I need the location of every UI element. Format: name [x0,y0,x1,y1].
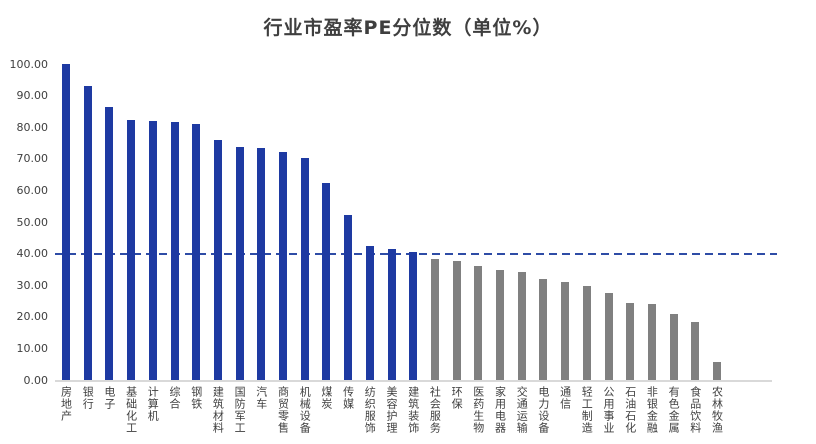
bar [148,120,157,380]
x-axis-label: 基础化工 [124,386,138,434]
bar [300,158,309,380]
x-axis-label: 传媒 [341,386,355,410]
x-axis-label: 环保 [450,386,464,410]
chart-title: 行业市盈率PE分位数（单位%） [263,17,553,39]
bar [669,313,678,380]
bar [561,282,570,380]
x-axis-label: 机械设备 [298,386,312,434]
bar [496,269,504,380]
x-axis-label: 轻工制造 [580,386,594,434]
x-axis-label: 建筑材料 [211,386,225,434]
bar [713,361,721,380]
bar [647,303,656,380]
x-axis-label: 综合 [168,386,181,410]
bar [365,245,374,380]
x-axis-label: 家用电器 [493,386,507,434]
y-axis-tick-label: 100.00 [9,57,49,71]
bar [539,278,548,380]
bar [604,293,613,380]
bar [257,148,266,380]
y-axis-tick-label: 50.00 [16,215,49,229]
x-axis-label: 计算机 [146,386,160,422]
bar [430,258,439,380]
bar [62,64,70,380]
x-axis-label: 电子 [102,386,116,410]
bar [127,119,136,380]
y-axis-tick-label: 30.00 [16,278,49,292]
x-axis-label: 国防军工 [233,386,247,434]
x-axis-label: 房地产 [59,386,73,422]
x-axis-label: 纺织服饰 [363,386,377,434]
x-axis-label: 美容护理 [385,386,398,434]
y-axis-tick-label: 40.00 [16,247,49,261]
x-axis-label: 商贸零售 [276,386,290,434]
bar [83,86,92,380]
x-axis-label: 有色金属 [667,386,681,434]
x-axis-label: 石油石化 [623,386,637,434]
y-axis-tick-label: 0.00 [23,373,49,387]
bar [691,322,700,380]
bar [322,183,331,380]
x-axis-label: 非银金融 [645,386,659,434]
y-axis-tick-label: 90.00 [16,89,49,103]
x-axis-label: 社会服务 [428,386,442,434]
bar [192,124,201,380]
x-axis-label: 医药生物 [471,386,485,434]
x-axis-label: 食品饮料 [688,386,702,434]
bar [409,252,418,380]
bar [626,302,635,380]
x-axis-label: 通信 [558,386,572,410]
y-axis-tick-label: 70.00 [16,152,49,166]
y-axis-tick-label: 60.00 [16,183,49,197]
x-axis-label: 钢铁 [189,386,203,410]
bar [387,248,396,380]
bar [582,285,591,380]
x-axis-label: 交通运输 [515,386,529,434]
bar [344,215,353,380]
x-axis-label: 银行 [81,386,95,410]
bar [279,151,287,380]
bar [213,139,222,380]
x-axis-label: 公用事业 [602,386,615,434]
y-axis-tick-label: 10.00 [16,341,49,355]
bar [452,260,461,380]
bar [105,106,114,380]
bar [474,266,483,380]
x-axis-label: 建筑装饰 [406,386,420,434]
x-axis-label: 农林牧渔 [710,386,724,434]
x-axis-label: 电力设备 [536,386,550,434]
bar [235,146,244,380]
y-axis-tick-label: 80.00 [16,120,49,134]
bar [517,272,526,380]
x-axis-line [55,380,772,382]
y-axis-tick-label: 20.00 [16,310,49,324]
x-axis-label: 汽车 [254,386,268,410]
x-axis-label: 煤炭 [319,386,333,410]
bar [170,122,179,380]
